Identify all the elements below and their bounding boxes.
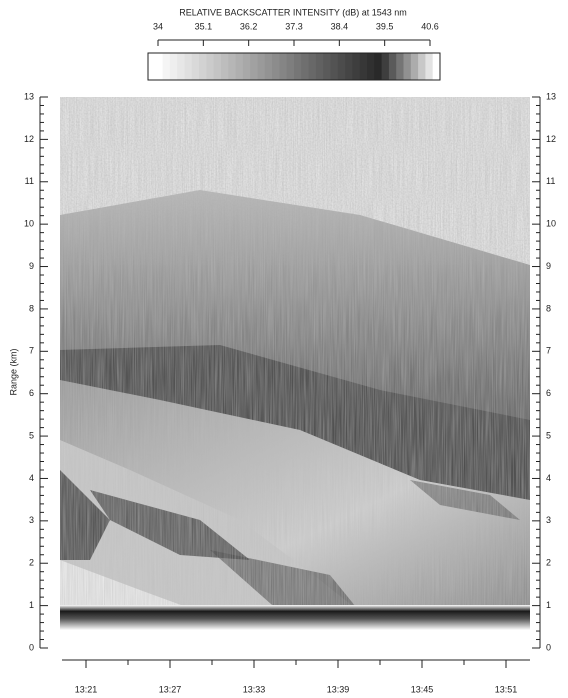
colorbar-swatch <box>265 53 273 80</box>
y-tick-label: 9 <box>29 261 34 271</box>
y-tick-label: 0 <box>29 642 34 652</box>
x-tick-label: 13:39 <box>327 684 350 694</box>
colorbar-swatch <box>294 53 302 80</box>
colorbar-swatch <box>382 53 390 80</box>
y-axis-label: Range (km) <box>8 348 18 395</box>
x-tick-label: 13:45 <box>411 684 434 694</box>
colorbar-tick-label: 34 <box>153 21 163 31</box>
y-tick-label: 6 <box>29 388 34 398</box>
colorbar-swatch <box>345 53 353 80</box>
colorbar-swatch <box>258 53 266 80</box>
x-tick-label: 13:33 <box>243 684 266 694</box>
y-tick-label-right: 13 <box>546 91 556 101</box>
colorbar-swatch <box>199 53 207 80</box>
y-tick-label-right: 8 <box>546 303 551 313</box>
x-tick-label: 13:27 <box>159 684 182 694</box>
colorbar-swatch <box>433 53 441 80</box>
y-tick-label: 7 <box>29 346 34 356</box>
colorbar-swatch <box>396 53 404 80</box>
colorbar-swatch <box>367 53 375 80</box>
colorbar-swatch <box>425 53 433 80</box>
x-tick-label: 13:51 <box>495 684 518 694</box>
colorbar-swatch <box>316 53 324 80</box>
colorbar-swatch <box>206 53 214 80</box>
y-tick-label-right: 6 <box>546 388 551 398</box>
colorbar-swatch <box>287 53 295 80</box>
y-tick-label: 4 <box>29 473 34 483</box>
y-tick-label: 10 <box>24 219 34 229</box>
y-tick-label: 1 <box>29 600 34 610</box>
colorbar-swatch <box>418 53 426 80</box>
y-tick-label-right: 11 <box>546 176 555 186</box>
colorbar-swatch <box>148 53 156 80</box>
y-tick-label-right: 5 <box>546 430 551 440</box>
colorbar-swatch <box>309 53 317 80</box>
y-tick-label-right: 0 <box>546 642 551 652</box>
colorbar-swatch <box>301 53 309 80</box>
colorbar <box>148 53 441 80</box>
colorbar-tick-label: 35.1 <box>195 21 213 31</box>
colorbar-swatch <box>352 53 360 80</box>
y-tick-label: 8 <box>29 303 34 313</box>
colorbar-swatch <box>411 53 419 80</box>
y-tick-label: 12 <box>24 134 34 144</box>
colorbar-swatch <box>163 53 171 80</box>
y-tick-label-right: 4 <box>546 473 551 483</box>
y-tick-label-right: 9 <box>546 261 551 271</box>
colorbar-swatch <box>185 53 193 80</box>
colorbar-swatch <box>192 53 200 80</box>
colorbar-swatch <box>404 53 412 80</box>
colorbar-tick-label: 40.6 <box>421 21 439 31</box>
colorbar-swatch <box>323 53 331 80</box>
lidar-image <box>60 97 530 630</box>
y-tick-label-right: 10 <box>546 219 556 229</box>
colorbar-swatch <box>374 53 382 80</box>
colorbar-swatch <box>360 53 368 80</box>
colorbar-tick-label: 37.3 <box>285 21 303 31</box>
colorbar-swatch <box>236 53 244 80</box>
colorbar-swatch <box>214 53 222 80</box>
colorbar-tick-label: 39.5 <box>376 21 394 31</box>
colorbar-swatch <box>331 53 339 80</box>
y-tick-label-right: 12 <box>546 134 556 144</box>
colorbar-swatch <box>221 53 229 80</box>
y-tick-label: 5 <box>29 430 34 440</box>
colorbar-swatch <box>338 53 346 80</box>
y-tick-label-right: 1 <box>546 600 551 610</box>
y-tick-label-right: 2 <box>546 558 551 568</box>
colorbar-swatch <box>177 53 185 80</box>
colorbar-swatch <box>170 53 178 80</box>
y-tick-label-right: 7 <box>546 346 551 356</box>
colorbar-swatch <box>389 53 397 80</box>
y-tick-label: 13 <box>24 91 34 101</box>
y-tick-label-right: 3 <box>546 515 551 525</box>
colorbar-swatch <box>250 53 258 80</box>
colorbar-label: RELATIVE BACKSCATTER INTENSITY (dB) at 1… <box>179 7 407 17</box>
colorbar-swatch <box>155 53 163 80</box>
colorbar-swatch <box>279 53 287 80</box>
y-tick-label: 2 <box>29 558 34 568</box>
y-tick-label: 3 <box>29 515 34 525</box>
colorbar-swatch <box>228 53 236 80</box>
colorbar-tick-label: 38.4 <box>331 21 349 31</box>
colorbar-tick-label: 36.2 <box>240 21 258 31</box>
y-tick-label: 11 <box>25 176 34 186</box>
colorbar-swatch <box>272 53 280 80</box>
chart: RELATIVE BACKSCATTER INTENSITY (dB) at 1… <box>0 0 568 698</box>
colorbar-swatch <box>243 53 251 80</box>
x-tick-label: 13:21 <box>75 684 98 694</box>
